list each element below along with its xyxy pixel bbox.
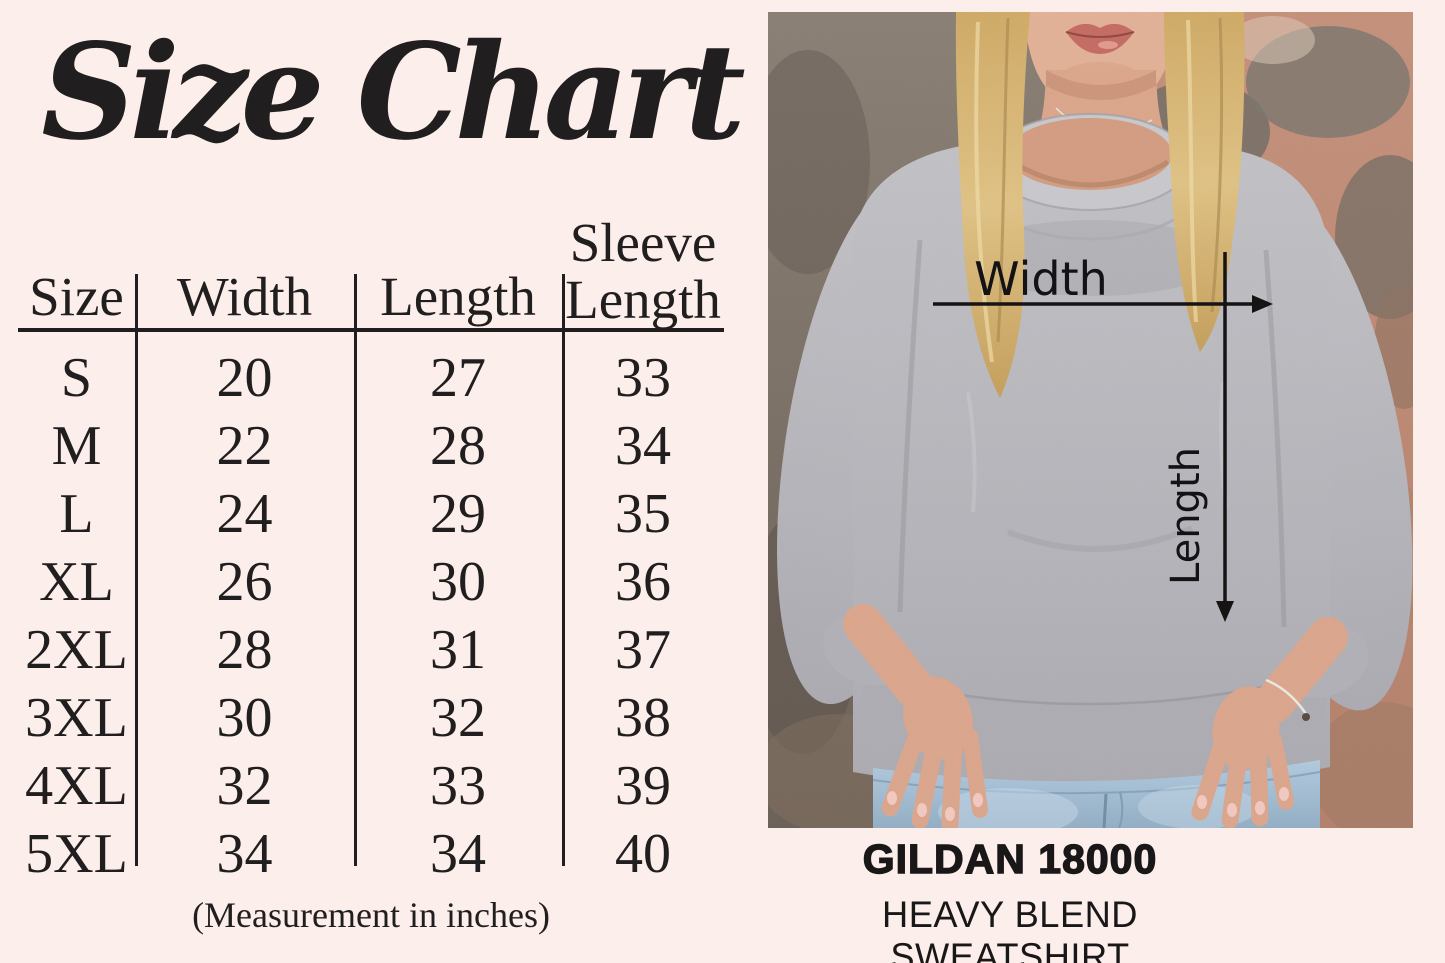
sleeve-cell: 40 <box>615 823 671 885</box>
length-cell: 30 <box>430 551 486 613</box>
length-cell: 34 <box>430 823 486 885</box>
table-row: 3XL 30 32 38 <box>18 684 724 752</box>
width-cell: 28 <box>216 619 273 681</box>
sleeve-cell: 35 <box>615 483 671 545</box>
sleeve-cell: 36 <box>615 551 671 613</box>
size-cell: 2XL <box>25 619 128 681</box>
sleeve-cell: 34 <box>615 415 671 477</box>
width-cell: 32 <box>216 755 273 817</box>
size-cell: M <box>51 415 102 477</box>
sleeve-cell: 38 <box>615 687 671 749</box>
width-cell: 24 <box>216 483 273 545</box>
measurement-note: (Measurement in inches) <box>192 895 550 935</box>
size-cell: XL <box>39 551 114 613</box>
product-photo: Width Length <box>768 12 1413 828</box>
width-cell: 26 <box>216 551 273 613</box>
product-photo-image: Width Length <box>768 12 1413 828</box>
product-caption: GILDAN 18000 HEAVY BLEND SWEATSHIRT <box>770 835 1250 963</box>
size-cell: S <box>60 347 93 409</box>
table-row: 2XL 28 31 37 <box>18 616 724 684</box>
length-cell: 27 <box>430 347 486 409</box>
width-cell: 20 <box>216 347 273 409</box>
product-name: HEAVY BLEND SWEATSHIRT <box>882 894 1138 963</box>
column-header-length: Length <box>380 266 536 327</box>
column-header-sleeve-line1: Sleeve <box>569 212 717 273</box>
table-column-divider <box>562 274 565 866</box>
table-column-divider <box>354 274 357 866</box>
size-cell: 5XL <box>25 823 128 885</box>
length-cell: 29 <box>430 483 486 545</box>
column-header-size: Size <box>29 266 124 327</box>
product-model-number: GILDAN 18000 <box>862 835 1158 882</box>
size-table: Size Width Length Sleeve Length S 20 27 … <box>18 214 724 885</box>
size-cell: 4XL <box>25 755 128 817</box>
length-cell: 32 <box>430 687 486 749</box>
size-cell: L <box>59 483 94 545</box>
table-row: 5XL 34 34 40 <box>18 820 724 888</box>
width-cell: 34 <box>216 823 273 885</box>
sleeve-cell: 39 <box>615 755 671 817</box>
length-cell: 28 <box>430 415 486 477</box>
length-arrowhead-icon <box>1216 601 1234 622</box>
table-row: M 22 28 34 <box>18 412 724 480</box>
width-cell: 22 <box>216 415 273 477</box>
size-cell: 3XL <box>25 687 128 749</box>
page-title: Size Chart <box>41 15 745 170</box>
table-row: 4XL 32 33 39 <box>18 752 724 820</box>
length-cell: 31 <box>430 619 486 681</box>
length-cell: 33 <box>430 755 486 817</box>
photo-grain-overlay <box>768 12 1413 828</box>
table-header-underline <box>18 328 724 332</box>
table-row: L 24 29 35 <box>18 480 724 548</box>
column-header-sleeve-length: Sleeve Length <box>562 214 724 328</box>
column-header-sleeve-line2: Length <box>565 269 721 330</box>
length-annotation-label: Length <box>1163 447 1209 585</box>
table-column-divider <box>135 274 138 866</box>
measurement-annotations: Width Length <box>933 252 1273 622</box>
table-row: S 20 27 33 <box>18 344 724 412</box>
width-cell: 30 <box>216 687 273 749</box>
width-annotation-label: Width <box>974 252 1108 306</box>
column-header-width: Width <box>176 266 313 327</box>
width-arrowhead-icon <box>1252 295 1273 313</box>
sleeve-cell: 37 <box>615 619 671 681</box>
sleeve-cell: 33 <box>615 347 671 409</box>
table-row: XL 26 30 36 <box>18 548 724 616</box>
